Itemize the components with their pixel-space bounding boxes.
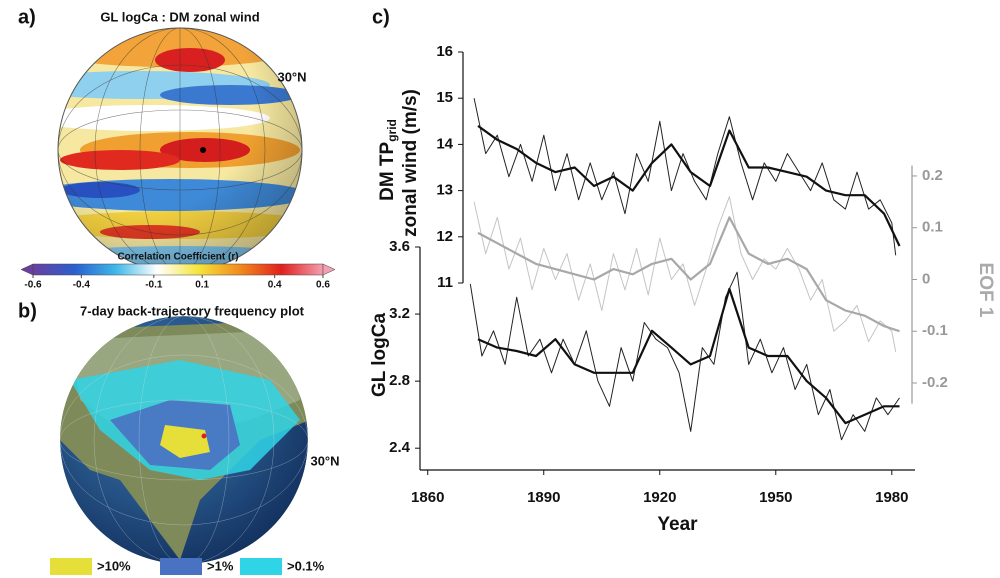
series-line xyxy=(477,125,901,247)
y-tick-label: -0.1 xyxy=(922,322,948,339)
correlation-map xyxy=(58,28,302,272)
colorbar-title: Correlation Coefficient (r) xyxy=(117,252,238,263)
colorbar-tick-label: 0.6 xyxy=(316,280,330,291)
y-tick-label: 14 xyxy=(436,135,453,152)
colorbar-tick-label: -0.6 xyxy=(24,280,42,291)
legend-swatch xyxy=(50,558,92,575)
y-axis-label: zonal wind (m/s) xyxy=(400,89,421,237)
y-tick-label: 3.2 xyxy=(389,305,410,322)
panel-label: c) xyxy=(372,6,390,28)
legend-label: >0.1% xyxy=(287,558,325,573)
colorbar-arrow xyxy=(20,263,34,276)
y-tick-label: 2.4 xyxy=(389,439,411,456)
trajectory-map xyxy=(60,316,308,564)
legend-swatch xyxy=(240,558,282,575)
series-line xyxy=(473,196,897,352)
y-tick-label: 0.2 xyxy=(922,167,943,184)
x-axis-label: Year xyxy=(657,514,698,535)
y2-axis-label: EOF 1 xyxy=(975,263,996,318)
series-line xyxy=(469,271,900,441)
panel-title: 7-day back-trajectory frequency plot xyxy=(80,303,305,318)
y-tick-label: 0 xyxy=(922,270,930,287)
y-tick-label: 12 xyxy=(436,228,453,245)
y-tick-label: 0.1 xyxy=(922,219,943,236)
x-tick-label: 1890 xyxy=(527,489,560,506)
y-tick-label: 11 xyxy=(437,274,453,291)
x-tick-label: 1920 xyxy=(643,489,676,506)
colorbar xyxy=(32,263,324,276)
x-tick-label: 1950 xyxy=(759,489,792,506)
legend-swatch xyxy=(160,558,202,575)
lat-label: 30°N xyxy=(310,453,339,468)
panel-title: GL logCa : DM zonal wind xyxy=(100,9,259,24)
colorbar-arrow xyxy=(322,263,336,276)
y-tick-label: 3.6 xyxy=(389,238,410,255)
y-tick-label: 16 xyxy=(436,43,453,60)
legend-label: >10% xyxy=(97,558,131,573)
y3-axis-label: GL logCa xyxy=(369,313,390,398)
series-line xyxy=(477,216,900,333)
series-line xyxy=(477,287,900,425)
panel-label: b) xyxy=(18,300,37,322)
series-line xyxy=(473,98,897,256)
x-tick-label: 1860 xyxy=(411,489,444,506)
y-axis-label: DM TPgrid xyxy=(377,119,399,201)
panel-label: a) xyxy=(18,6,36,28)
colorbar-tick-label: -0.4 xyxy=(73,280,91,291)
legend-label: >1% xyxy=(207,558,234,573)
colorbar-tick-label: 0.4 xyxy=(268,280,282,291)
y-tick-label: -0.2 xyxy=(922,374,948,391)
colorbar-tick-label: 0.1 xyxy=(195,280,209,291)
lat-label: 30°N xyxy=(277,69,306,84)
y-tick-label: 2.8 xyxy=(389,372,410,389)
y-tick-label: 13 xyxy=(436,182,453,199)
colorbar-tick-label: -0.1 xyxy=(145,280,163,291)
y-tick-label: 15 xyxy=(436,89,453,106)
x-tick-label: 1980 xyxy=(875,489,908,506)
